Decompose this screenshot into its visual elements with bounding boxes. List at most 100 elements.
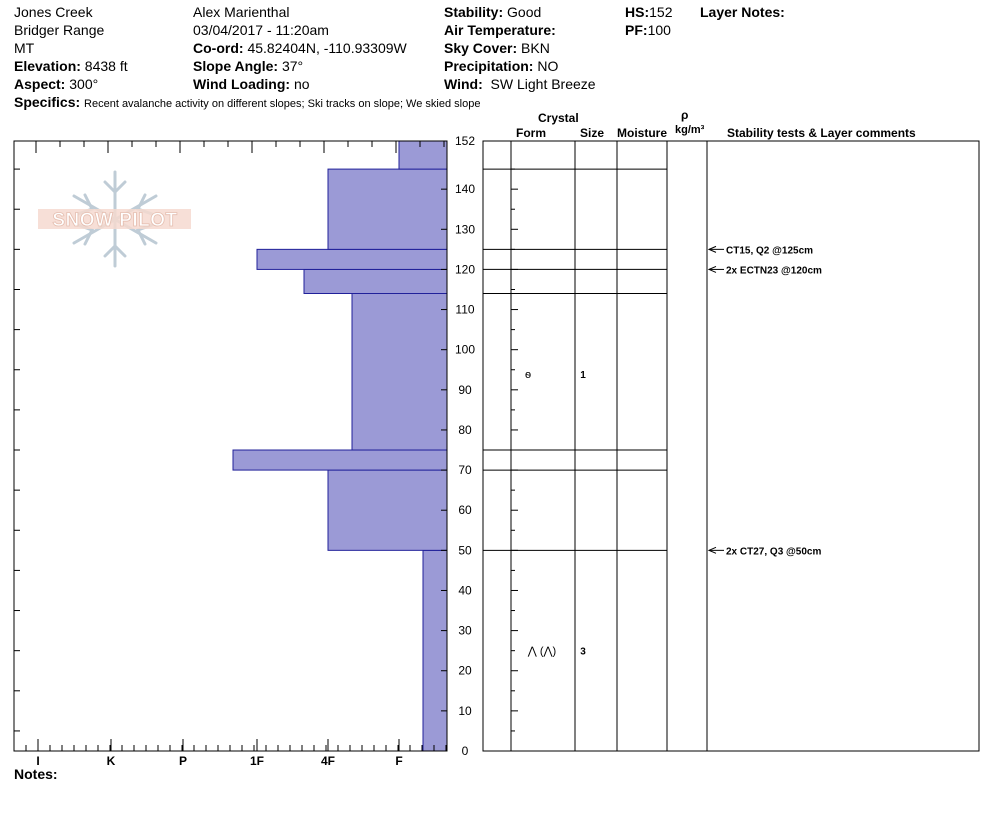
crystal-size-1: 3 (580, 647, 586, 658)
location-name: Jones Creek (14, 4, 93, 20)
stability-value: Good (507, 4, 542, 20)
height-label-100: 100 (455, 343, 475, 357)
snowpilot-logo: SNOW PILOT (38, 170, 191, 268)
hardness-label-F: F (395, 754, 402, 768)
hardness-bar-3 (351, 293, 448, 451)
aspect-row: Aspect: 300° (14, 75, 128, 93)
hardness-bar-7 (398, 140, 448, 170)
hs-value: 152 (649, 4, 673, 20)
height-label-20: 20 (458, 664, 472, 678)
height-label-0: 0 (462, 744, 469, 758)
specifics-value: Recent avalanche activity on different s… (84, 98, 481, 110)
hardness-bar-2 (232, 449, 448, 471)
height-label-60: 60 (458, 503, 472, 517)
height-label-120: 120 (455, 262, 475, 276)
height-label-10: 10 (458, 704, 472, 718)
height-label-152: 152 (455, 134, 475, 148)
test-label-1: 2x ECTN23 @120cm (726, 265, 822, 276)
logo-band (38, 209, 191, 229)
height-label-50: 50 (458, 543, 472, 557)
sky-row: Sky Cover: BKN (444, 39, 596, 57)
comments-header: Stability tests & Layer comments (727, 126, 916, 140)
size-header: Size (580, 126, 605, 140)
crystal-form-0: ѳ (525, 369, 531, 381)
layer-table: ѳ 1 ⋀ (⋀) 3 (483, 140, 667, 658)
hardness-label-I: I (36, 754, 39, 768)
hardness-label-4F: 4F (321, 754, 335, 768)
hardness-label-1F: 1F (250, 754, 264, 768)
coord-row: Co-ord: 45.82404N, -110.93309W (193, 39, 407, 57)
sky-value: BKN (521, 40, 550, 56)
crystal-header: Crystal (538, 111, 579, 125)
header-left-column: Jones Creek Bridger Range MT Elevation: … (14, 3, 128, 93)
hardness-bar-1 (327, 469, 448, 551)
header-middle-column: Alex Marienthal 03/04/2017 - 11:20am Co-… (193, 3, 407, 93)
test-arrow-head-2 (707, 546, 717, 554)
mountain-range: Bridger Range (14, 22, 105, 38)
specifics-row: Specifics: Recent avalanche activity on … (14, 94, 480, 110)
slope-value: 37° (281, 58, 304, 74)
precip-label: Precipitation: (444, 58, 534, 74)
form-header: Form (516, 126, 546, 140)
aspect-value: 300° (69, 76, 99, 92)
pf-row: PF:100 (625, 21, 672, 39)
hardness-bars (232, 140, 448, 752)
height-label-130: 130 (455, 222, 475, 236)
notes-label: Notes: (14, 766, 58, 782)
stability-label: Stability: (444, 4, 504, 20)
wind-loading-label: Wind Loading: (193, 76, 291, 92)
test-label-0: CT15, Q2 @125cm (726, 245, 813, 256)
coord-label: Co-ord: (193, 40, 244, 56)
air-temp-row: Air Temperature: (444, 21, 596, 39)
header-hs-column: HS:152 PF:100 (625, 3, 672, 39)
state: MT (14, 40, 35, 56)
hardness-bar-5 (256, 248, 448, 270)
test-arrow-head-0 (707, 245, 717, 253)
density-symbol: ρ (681, 108, 689, 122)
height-label-110: 110 (455, 303, 474, 317)
test-arrow-head-1 (707, 265, 717, 273)
hardness-bar-6 (327, 168, 448, 250)
moisture-header: Moisture (617, 126, 668, 140)
test-label-2: 2x CT27, Q3 @50cm (726, 546, 821, 557)
elevation-row: Elevation: 8438 ft (14, 57, 128, 75)
elevation-label: Elevation: (14, 58, 81, 74)
layer-table-frame (482, 140, 980, 752)
slope-row: Slope Angle: 37° (193, 57, 407, 75)
wind-loading-value: no (293, 76, 310, 92)
stability-row: Stability: Good (444, 3, 596, 21)
air-temp-label: Air Temperature: (444, 22, 556, 38)
hs-label: HS: (625, 4, 650, 20)
sky-label: Sky Cover: (444, 40, 518, 56)
height-label-70: 70 (458, 463, 472, 477)
observation-datetime: 03/04/2017 - 11:20am (193, 22, 329, 38)
pf-value: 100 (647, 22, 671, 38)
density-unit: kg/m³ (675, 124, 705, 136)
wind-loading-row: Wind Loading: no (193, 75, 407, 93)
chart-frames (13, 140, 980, 752)
hardness-bar-0 (422, 549, 448, 752)
specifics-label: Specifics: (14, 94, 81, 110)
layer-notes-label: Layer Notes: (700, 4, 785, 20)
hardness-label-K: K (107, 754, 116, 768)
wind-label: Wind: (444, 76, 483, 92)
wind-value: SW Light Breeze (490, 76, 596, 92)
header-conditions-column: Stability: Good Air Temperature: Sky Cov… (444, 3, 596, 93)
observer-name: Alex Marienthal (193, 4, 290, 20)
elevation-value: 8438 ft (84, 58, 128, 74)
height-label-30: 30 (458, 624, 472, 638)
slope-label: Slope Angle: (193, 58, 279, 74)
pf-label: PF: (625, 22, 648, 38)
height-label-140: 140 (455, 182, 475, 196)
chart-ticks: I K P 1F 4F F 0 10 20 30 40 50 60 70 80 90 100 110 120 130 1… (14, 134, 518, 768)
logo-text: SNOW PILOT (52, 210, 177, 231)
coord-value: 45.82404N, -110.93309W (247, 40, 407, 56)
aspect-label: Aspect: (14, 76, 66, 92)
precip-value: NO (537, 58, 559, 74)
hardness-label-P: P (179, 754, 187, 768)
layer-notes-header: Layer Notes: (700, 3, 785, 21)
crystal-form-1: ⋀ (⋀) (527, 646, 556, 658)
test-annotations: CT15, Q2 @125cm 2x ECTN23 @120cm 2x CT27, … (707, 245, 822, 557)
height-label-40: 40 (458, 583, 472, 597)
